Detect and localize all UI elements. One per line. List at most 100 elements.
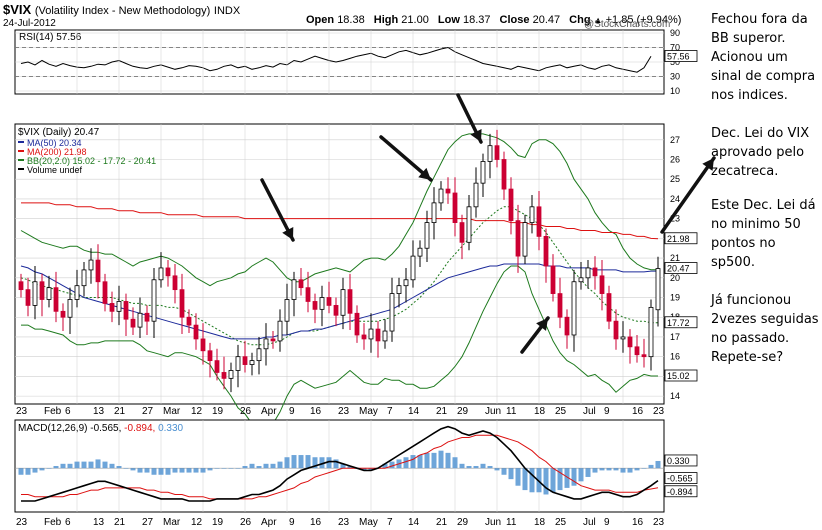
macd-histogram-bar xyxy=(123,468,129,469)
candle-down xyxy=(102,281,108,304)
price-x-tick-label: 21 xyxy=(114,406,126,417)
candle-up xyxy=(340,289,346,316)
arrow-june-low-head xyxy=(536,318,548,331)
price-tick-label: 24 xyxy=(670,194,680,204)
macd-x-tick-label: 13 xyxy=(93,517,105,528)
macd-histogram-bar xyxy=(165,468,171,475)
macd-x-tick-label: 16 xyxy=(310,517,322,528)
macd-histogram-bar xyxy=(487,466,493,469)
macd-histogram-bar xyxy=(648,464,654,469)
macd-histogram-bar xyxy=(557,468,563,491)
candle-up xyxy=(487,145,493,162)
macd-legend-part: -0.894, xyxy=(124,423,158,434)
bb-middle-price-tag: 17.72 xyxy=(667,318,690,328)
price-x-tick-label: 11 xyxy=(506,406,517,417)
candle-up xyxy=(396,285,402,294)
candle-down xyxy=(312,301,318,310)
candle-up xyxy=(431,202,437,223)
annotation-3: Este Dec. Lei dá no minimo 50 pontos no … xyxy=(711,196,819,272)
macd-histogram-bar xyxy=(130,468,136,471)
price-x-tick-label: May xyxy=(359,406,378,417)
price-legend-entry: MA(50) 20.34 xyxy=(27,138,82,148)
candle-down xyxy=(606,293,612,322)
candle-up xyxy=(417,247,423,257)
candle-up xyxy=(228,370,234,379)
candle-down xyxy=(53,287,59,312)
macd-histogram-bar xyxy=(529,468,535,493)
close-label: Close xyxy=(499,14,530,26)
ma200-price-tag-box xyxy=(664,232,698,245)
macd-histogram-bar xyxy=(270,463,276,469)
candle-down xyxy=(592,267,598,277)
candle-down xyxy=(515,220,521,257)
price-x-tick-label: Feb xyxy=(44,406,62,417)
candle-down xyxy=(200,338,206,352)
macd-histogram-bar xyxy=(207,468,213,471)
candle-up xyxy=(438,188,444,204)
candle-down xyxy=(459,222,465,243)
price-tick-label: 16 xyxy=(670,352,680,362)
price-x-tick-label: Jul xyxy=(583,406,596,417)
candle-up xyxy=(249,360,255,365)
macd-histogram-bar xyxy=(424,452,430,469)
macd-histogram-bar xyxy=(137,468,143,473)
annotation-3-text: Este Dec. Lei dá no minimo 50 pontos no … xyxy=(711,198,816,270)
candle-down xyxy=(172,275,178,291)
legend-swatch xyxy=(18,150,24,152)
macd-histogram-bar xyxy=(319,457,325,469)
candle-up xyxy=(368,328,374,340)
candle-up xyxy=(277,320,283,342)
macd-histogram-bar xyxy=(340,463,346,469)
rsi-legend: RSI(14) 57.56 xyxy=(19,32,82,43)
candle-down xyxy=(186,316,192,326)
macd-histogram-bar xyxy=(613,468,619,471)
symbol: $VIX xyxy=(3,2,32,17)
bb-upper-line xyxy=(20,133,658,287)
price-x-tick-label: 23 xyxy=(16,406,28,417)
macd-histogram-bar xyxy=(312,457,318,469)
macd-x-tick-label: Mar xyxy=(163,517,181,528)
arrow-july-breakout-shaft xyxy=(660,156,716,234)
price-legend-title: $VIX (Daily) 20.47 xyxy=(18,127,100,138)
macd-legend-part: -0.565, xyxy=(90,423,124,434)
macd-histogram-bar xyxy=(256,466,262,469)
macd-histogram-bar xyxy=(18,468,24,475)
macd-x-tick-label: 27 xyxy=(142,517,154,528)
legend-swatch xyxy=(18,159,24,161)
price-x-tick-label: Mar xyxy=(163,406,181,417)
price-x-tick-label: 23 xyxy=(653,406,665,417)
macd-histogram-bar xyxy=(277,461,283,469)
macd-histogram-bar xyxy=(228,468,234,469)
price-x-tick-label: 13 xyxy=(93,406,105,417)
price-x-tick-label: 9 xyxy=(289,406,295,417)
open-value: 18.38 xyxy=(337,14,365,26)
symbol-description: (Volatility Index - New Methodology) xyxy=(34,5,211,17)
macd-x-tick-label: Jun xyxy=(485,517,501,528)
arrow-april-peak-head xyxy=(282,227,294,240)
macd-histogram-bar xyxy=(53,466,59,469)
macd-histogram-bar xyxy=(200,468,206,473)
macd-histogram-bar xyxy=(74,461,80,469)
candle-down xyxy=(557,293,563,318)
annotation-4-text: Já funcionou 2vezes seguidas no passado.… xyxy=(711,293,819,365)
arrow-june-peak-head xyxy=(470,129,482,142)
macd-histogram-bar xyxy=(620,468,626,473)
candle-down xyxy=(494,145,500,160)
rsi-tick-label: 90 xyxy=(670,28,680,38)
candle-up xyxy=(382,330,388,342)
candle-down xyxy=(221,372,227,379)
macd-value-tag-box xyxy=(664,472,698,484)
legend-swatch xyxy=(18,141,24,143)
candle-up xyxy=(46,287,52,300)
candle-down xyxy=(270,338,276,342)
symbol-line: $VIX (Volatility Index - New Methodology… xyxy=(3,2,240,17)
macd-x-tick-label: 6 xyxy=(65,517,71,528)
candle-up xyxy=(137,312,143,328)
candle-up xyxy=(67,299,73,318)
macd-x-tick-label: 29 xyxy=(457,517,469,528)
macd-histogram-bar xyxy=(564,468,570,488)
price-tick-label: 27 xyxy=(670,135,680,145)
macd-legend: MACD(12,26,9) -0.565, -0.894, 0.330 xyxy=(18,423,184,434)
candle-down xyxy=(634,346,640,356)
